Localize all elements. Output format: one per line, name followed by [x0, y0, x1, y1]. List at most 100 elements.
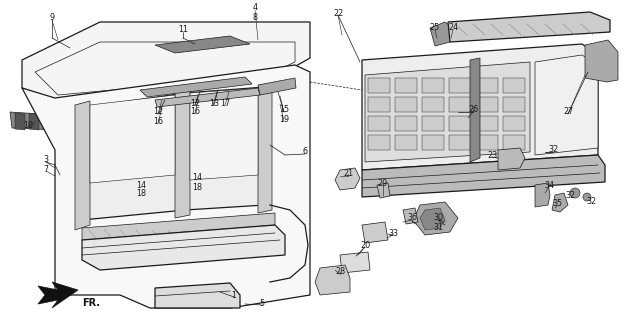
Polygon shape: [395, 135, 417, 150]
Circle shape: [134, 211, 142, 219]
Circle shape: [124, 219, 130, 225]
Polygon shape: [368, 97, 390, 112]
Polygon shape: [413, 202, 458, 235]
Polygon shape: [368, 116, 390, 131]
Circle shape: [113, 219, 119, 225]
Polygon shape: [449, 135, 471, 150]
Circle shape: [156, 211, 164, 219]
Text: 33: 33: [388, 228, 398, 238]
Text: 16: 16: [153, 116, 163, 125]
Text: 20: 20: [360, 241, 370, 249]
Polygon shape: [395, 97, 417, 112]
Text: 28: 28: [335, 268, 345, 277]
Polygon shape: [71, 113, 81, 130]
Polygon shape: [422, 78, 444, 93]
Polygon shape: [368, 135, 390, 150]
Circle shape: [123, 211, 131, 219]
Circle shape: [538, 145, 542, 149]
Polygon shape: [155, 36, 250, 53]
Polygon shape: [258, 78, 296, 95]
Polygon shape: [422, 116, 444, 131]
Polygon shape: [43, 113, 53, 130]
Polygon shape: [15, 113, 25, 130]
Polygon shape: [315, 265, 350, 295]
Text: 24: 24: [448, 24, 458, 33]
Polygon shape: [448, 12, 610, 42]
Polygon shape: [38, 282, 78, 308]
Polygon shape: [535, 183, 550, 207]
Text: 3: 3: [44, 155, 49, 165]
Text: 18: 18: [136, 189, 146, 198]
Text: 6: 6: [303, 147, 307, 157]
Polygon shape: [175, 90, 190, 218]
Circle shape: [146, 219, 152, 225]
Polygon shape: [75, 101, 90, 230]
Circle shape: [102, 219, 108, 225]
Circle shape: [570, 188, 580, 198]
Text: 34: 34: [544, 181, 554, 189]
Polygon shape: [362, 222, 388, 243]
Text: 14: 14: [136, 181, 146, 189]
Polygon shape: [365, 62, 530, 162]
Polygon shape: [476, 116, 498, 131]
Text: 12: 12: [153, 108, 163, 116]
Polygon shape: [29, 113, 39, 130]
Polygon shape: [22, 22, 310, 100]
Polygon shape: [476, 78, 498, 93]
Text: 11: 11: [178, 26, 188, 34]
Polygon shape: [82, 93, 185, 220]
Polygon shape: [57, 113, 67, 130]
Polygon shape: [377, 183, 390, 198]
Polygon shape: [395, 78, 417, 93]
Polygon shape: [449, 97, 471, 112]
Polygon shape: [503, 116, 525, 131]
Text: 32: 32: [548, 145, 558, 154]
Polygon shape: [368, 78, 390, 93]
Polygon shape: [155, 88, 260, 107]
Text: 14: 14: [192, 174, 202, 182]
Polygon shape: [190, 88, 258, 180]
Text: 25: 25: [430, 24, 440, 33]
Polygon shape: [430, 22, 455, 46]
Polygon shape: [90, 95, 175, 183]
Text: 32: 32: [586, 197, 596, 206]
Text: 9: 9: [49, 13, 54, 23]
Polygon shape: [362, 155, 605, 197]
Polygon shape: [258, 84, 272, 213]
Text: 10: 10: [23, 121, 33, 130]
Polygon shape: [422, 135, 444, 150]
Text: 21: 21: [343, 169, 353, 179]
Polygon shape: [535, 55, 598, 155]
Polygon shape: [335, 168, 360, 190]
Text: 18: 18: [192, 182, 202, 191]
Circle shape: [583, 193, 591, 201]
Circle shape: [578, 173, 582, 177]
Circle shape: [112, 211, 120, 219]
Polygon shape: [140, 77, 252, 97]
Text: 22: 22: [333, 10, 343, 19]
Text: 32: 32: [565, 190, 575, 199]
Polygon shape: [10, 112, 105, 132]
Polygon shape: [470, 58, 480, 162]
Polygon shape: [552, 193, 568, 212]
Text: 23: 23: [487, 151, 497, 160]
Polygon shape: [85, 113, 95, 130]
Polygon shape: [498, 148, 525, 170]
Polygon shape: [22, 65, 310, 308]
Polygon shape: [585, 40, 618, 82]
Polygon shape: [362, 44, 598, 170]
Circle shape: [553, 163, 557, 167]
Text: 26: 26: [468, 106, 478, 115]
Text: FR.: FR.: [82, 298, 100, 308]
Circle shape: [540, 174, 548, 182]
Text: 35: 35: [552, 199, 562, 209]
Circle shape: [535, 142, 545, 152]
Polygon shape: [476, 135, 498, 150]
Text: 13: 13: [209, 99, 219, 108]
Circle shape: [191, 211, 198, 219]
Text: 27: 27: [563, 108, 573, 116]
Text: 15: 15: [279, 106, 289, 115]
Circle shape: [575, 170, 585, 180]
Circle shape: [225, 211, 232, 219]
Polygon shape: [395, 116, 417, 131]
